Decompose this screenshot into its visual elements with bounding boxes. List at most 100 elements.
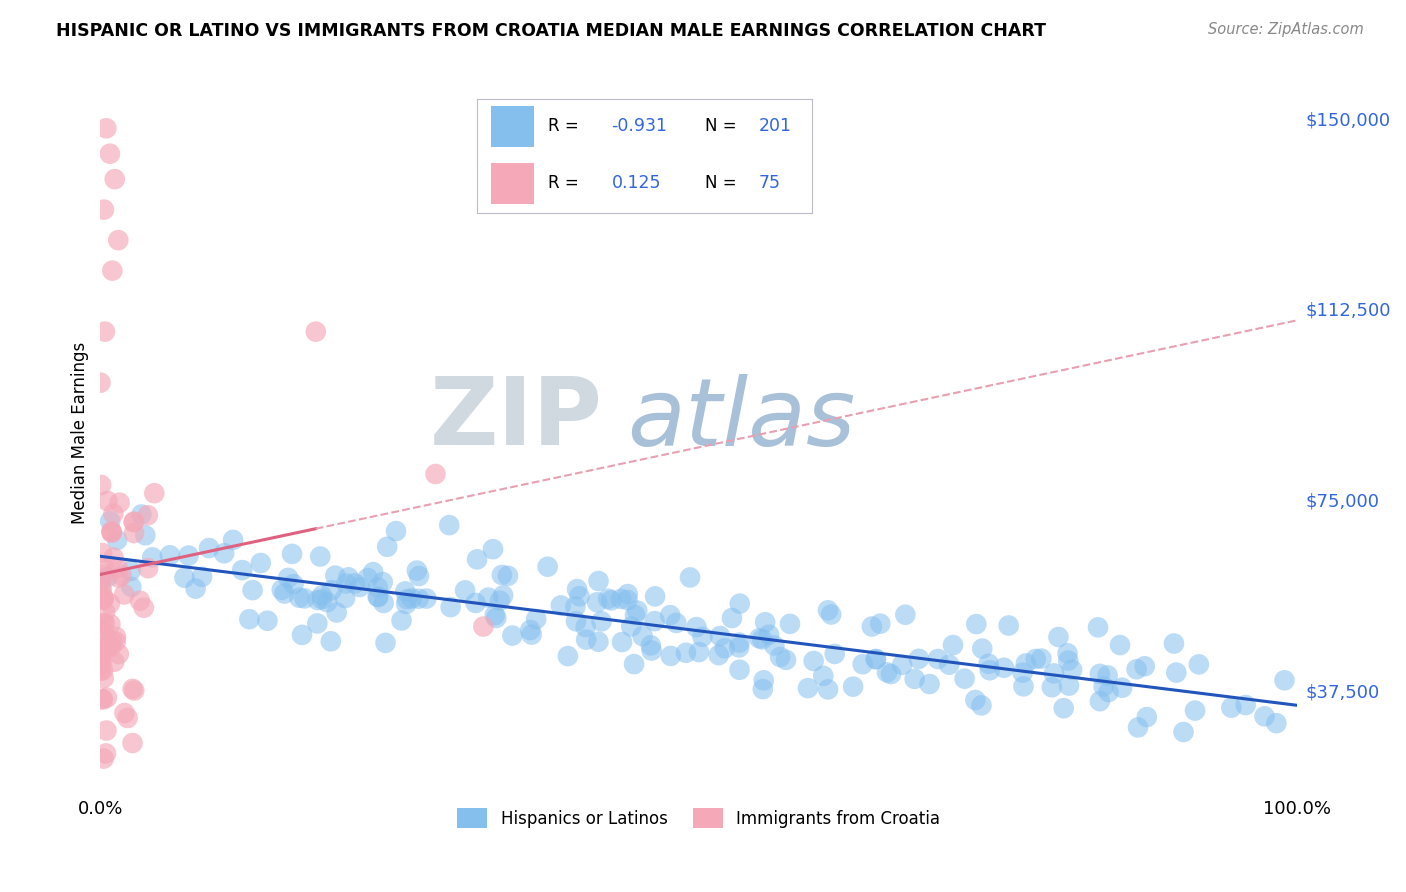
- Point: [728, 663, 751, 677]
- Point: [728, 635, 751, 649]
- Point: [93, 616, 115, 631]
- Point: [311, 589, 333, 603]
- Point: [439, 518, 461, 533]
- Point: [134, 528, 156, 542]
- Point: [477, 591, 499, 605]
- Point: [242, 583, 264, 598]
- Point: [496, 569, 519, 583]
- Point: [904, 672, 927, 686]
- Point: [728, 640, 751, 655]
- Point: [550, 599, 572, 613]
- Point: [131, 508, 153, 522]
- Point: [891, 657, 914, 672]
- Point: [98, 597, 121, 611]
- Point: [367, 590, 389, 604]
- Point: [769, 649, 792, 664]
- Point: [575, 632, 598, 647]
- Point: [953, 672, 976, 686]
- Point: [103, 550, 125, 565]
- Point: [395, 597, 418, 611]
- Point: [93, 592, 115, 607]
- Point: [620, 619, 643, 633]
- Point: [96, 121, 118, 136]
- Point: [93, 591, 115, 605]
- Point: [395, 592, 418, 607]
- Point: [1126, 721, 1149, 735]
- Point: [103, 507, 125, 521]
- Point: [408, 591, 430, 606]
- Point: [491, 568, 513, 582]
- Point: [970, 698, 993, 713]
- Point: [586, 595, 609, 609]
- Point: [797, 681, 820, 695]
- Point: [1015, 657, 1038, 671]
- Point: [665, 615, 688, 630]
- Point: [993, 661, 1015, 675]
- Point: [565, 614, 588, 628]
- Point: [122, 526, 145, 541]
- Point: [132, 600, 155, 615]
- Point: [1031, 651, 1053, 665]
- Point: [1053, 701, 1076, 715]
- Point: [385, 524, 408, 538]
- Point: [465, 552, 488, 566]
- Point: [143, 486, 166, 500]
- Point: [610, 635, 633, 649]
- Point: [91, 691, 114, 706]
- Point: [688, 645, 710, 659]
- Point: [557, 649, 579, 664]
- Point: [90, 582, 112, 597]
- Point: [91, 645, 114, 659]
- Point: [93, 560, 115, 574]
- Point: [89, 622, 111, 636]
- Point: [98, 514, 121, 528]
- Point: [575, 620, 598, 634]
- Text: atlas: atlas: [627, 374, 855, 465]
- Point: [288, 591, 311, 605]
- Point: [1163, 636, 1185, 650]
- Point: [394, 584, 416, 599]
- Point: [1043, 666, 1066, 681]
- Point: [1012, 679, 1035, 693]
- Point: [484, 608, 506, 623]
- Point: [93, 751, 115, 765]
- Point: [231, 563, 253, 577]
- Point: [98, 146, 121, 161]
- Point: [121, 681, 143, 696]
- Point: [865, 652, 887, 666]
- Point: [122, 515, 145, 529]
- Point: [1087, 620, 1109, 634]
- Point: [824, 647, 846, 661]
- Point: [89, 664, 111, 678]
- Point: [93, 671, 115, 685]
- Point: [90, 656, 112, 670]
- Point: [482, 542, 505, 557]
- Point: [222, 533, 245, 547]
- Point: [406, 564, 429, 578]
- Point: [685, 620, 707, 634]
- Point: [1188, 657, 1211, 672]
- Point: [291, 628, 314, 642]
- Point: [1047, 630, 1070, 644]
- Point: [817, 603, 839, 617]
- Point: [94, 605, 117, 619]
- Point: [325, 606, 347, 620]
- Point: [198, 541, 221, 555]
- Point: [1265, 716, 1288, 731]
- Point: [623, 657, 645, 671]
- Point: [96, 640, 118, 655]
- Point: [779, 616, 801, 631]
- Point: [321, 583, 343, 598]
- Point: [472, 619, 495, 633]
- Point: [464, 596, 486, 610]
- Point: [114, 706, 136, 720]
- Point: [977, 657, 1000, 671]
- Point: [349, 580, 371, 594]
- Point: [588, 634, 610, 648]
- Point: [626, 604, 648, 618]
- Point: [624, 607, 647, 622]
- Point: [108, 496, 131, 510]
- Point: [1220, 700, 1243, 714]
- Point: [1234, 698, 1257, 712]
- Point: [96, 723, 118, 738]
